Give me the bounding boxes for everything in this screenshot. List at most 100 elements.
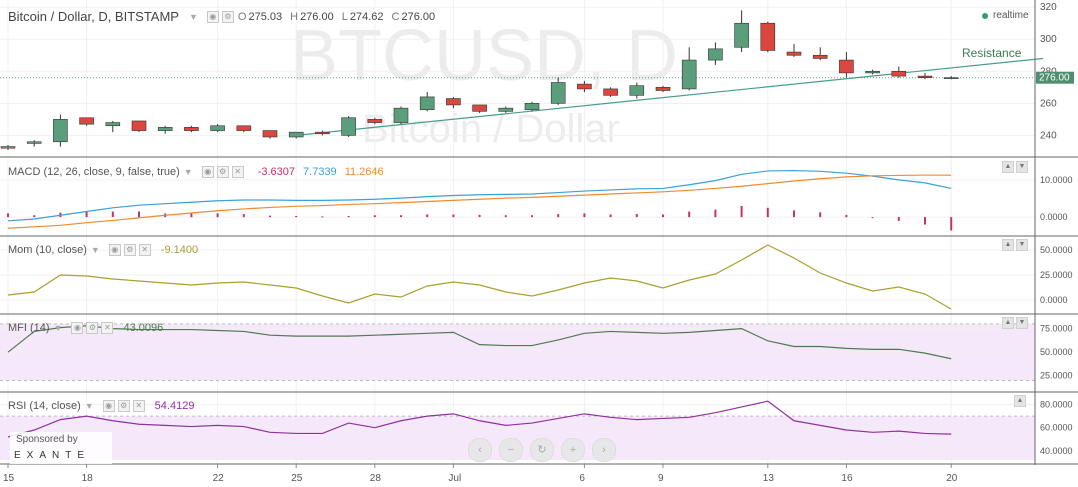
- macd-hist-value: -3.6307: [257, 166, 296, 178]
- macd-histogram-bar: [950, 217, 953, 231]
- settings-icon[interactable]: ⚙: [221, 10, 234, 23]
- reset-button[interactable]: ↻: [530, 438, 554, 462]
- sponsor-badge[interactable]: Sponsored by EXANTE: [10, 432, 112, 464]
- mom-title[interactable]: Mom (10, close): [8, 244, 87, 256]
- macd-histogram-bar: [557, 214, 560, 218]
- macd-histogram-bar: [662, 214, 664, 218]
- candle-body: [157, 127, 173, 131]
- candle-body: [655, 87, 671, 91]
- macd-histogram-bar: [478, 214, 481, 218]
- time-axis-background: [0, 465, 1078, 487]
- macd-histogram-bar: [85, 211, 88, 218]
- scroll-right-button[interactable]: ›: [592, 438, 616, 462]
- settings-icon[interactable]: ⚙: [117, 400, 130, 412]
- arrow-up-icon[interactable]: ▲: [1014, 395, 1026, 407]
- macd-histogram-bar: [400, 215, 402, 218]
- macd-histogram-bar: [373, 215, 376, 218]
- close-icon[interactable]: ✕: [138, 244, 151, 256]
- pane-order-controls: ▲: [1012, 395, 1026, 407]
- macd-histogram-bar: [583, 213, 586, 218]
- rsi-header: RSI (14, close) ▼ ◉ ⚙ ✕ 54.4129: [8, 400, 194, 412]
- eye-icon[interactable]: ◉: [201, 166, 214, 178]
- realtime-indicator: realtime: [982, 10, 1029, 21]
- candle-body: [26, 141, 42, 144]
- macd-histogram-bar: [819, 212, 822, 218]
- arrow-up-icon[interactable]: ▲: [1002, 317, 1014, 329]
- scroll-left-button[interactable]: ‹: [468, 438, 492, 462]
- live-dot-icon: [982, 12, 988, 19]
- candle-body: [524, 103, 540, 111]
- candle-body: [341, 117, 356, 136]
- time-axis-label: 6: [579, 473, 585, 484]
- rsi-title[interactable]: RSI (14, close): [8, 400, 81, 412]
- rsi-axis-label: 60.0000: [1040, 423, 1073, 433]
- time-axis-label: 15: [3, 473, 15, 484]
- arrow-down-icon[interactable]: ▼: [1016, 317, 1028, 329]
- macd-histogram-bar: [714, 209, 717, 218]
- candle-body: [446, 98, 461, 106]
- eye-icon[interactable]: ◉: [108, 244, 121, 256]
- eye-icon[interactable]: ◉: [102, 400, 115, 412]
- arrow-up-icon[interactable]: ▲: [1002, 239, 1014, 251]
- arrow-down-icon[interactable]: ▼: [1016, 161, 1028, 173]
- candle-body: [131, 120, 147, 131]
- settings-icon[interactable]: ⚙: [123, 244, 136, 256]
- candle-body: [917, 75, 933, 78]
- mfi-series-line-0: [7, 325, 952, 360]
- macd-histogram-bar: [190, 213, 193, 218]
- close-icon[interactable]: ✕: [132, 400, 145, 412]
- candle-body: [105, 122, 121, 127]
- candle-body: [891, 70, 907, 77]
- chevron-down-icon[interactable]: ▼: [53, 323, 63, 333]
- settings-icon[interactable]: ⚙: [86, 322, 99, 334]
- macd-line-value: 7.7339: [303, 166, 337, 178]
- chevron-down-icon[interactable]: ▼: [188, 11, 198, 22]
- candle-body: [865, 70, 880, 74]
- zoom-out-button[interactable]: −: [499, 438, 523, 462]
- arrow-up-icon[interactable]: ▲: [1002, 161, 1014, 173]
- macd-histogram-bar: [347, 215, 350, 218]
- candle-body: [0, 146, 16, 149]
- eye-icon[interactable]: ◉: [71, 322, 84, 334]
- chevron-down-icon[interactable]: ▼: [84, 401, 94, 411]
- macd-title[interactable]: MACD (12, 26, close, 9, false, true): [8, 166, 180, 178]
- chevron-down-icon[interactable]: ▼: [183, 167, 193, 177]
- eye-icon[interactable]: ◉: [206, 10, 219, 23]
- macd-histogram-bar: [452, 214, 455, 218]
- mfi-title[interactable]: MFI (14): [8, 322, 50, 334]
- settings-icon[interactable]: ⚙: [216, 166, 229, 178]
- resistance-label: Resistance: [962, 46, 1022, 60]
- pane-order-controls: ▲ ▼: [1000, 161, 1028, 173]
- candle-body: [210, 125, 225, 131]
- watermark-symbol: BTCUSD, D: [290, 16, 678, 96]
- time-axis-label: 28: [370, 473, 382, 484]
- time-axis-label: 25: [291, 473, 303, 484]
- symbol-title[interactable]: Bitcoin / Dollar, D, BITSTAMP: [8, 9, 179, 24]
- close-icon[interactable]: ✕: [101, 322, 114, 334]
- candle-body: [53, 119, 68, 143]
- mfi-axis-label: 25.0000: [1040, 371, 1073, 381]
- resistance-trendline: [296, 57, 1043, 136]
- rsi-series-line-0: [7, 400, 952, 438]
- macd-histogram-bar: [845, 214, 848, 218]
- macd-histogram-bar: [635, 214, 638, 218]
- chart-navigation: ‹ − ↻ + ›: [468, 438, 623, 462]
- mom-header: Mom (10, close) ▼ ◉ ⚙ ✕ -9.1400: [8, 244, 198, 256]
- candle-body: [315, 131, 330, 135]
- close-icon[interactable]: ✕: [231, 166, 244, 178]
- candle-body: [472, 104, 487, 112]
- macd-histogram-bar: [688, 211, 691, 218]
- macd-histogram-bar: [216, 213, 219, 218]
- macd-histogram-bar: [295, 215, 298, 218]
- mom-series-line-0: [7, 244, 952, 310]
- time-axis-label: 16: [841, 473, 853, 484]
- mfi-axis-label: 75.0000: [1040, 324, 1073, 334]
- zoom-in-button[interactable]: +: [561, 438, 585, 462]
- candle-body: [760, 22, 776, 51]
- mom-axis-label: 0.0000: [1040, 295, 1068, 305]
- chevron-down-icon[interactable]: ▼: [90, 245, 100, 255]
- time-axis-label: 13: [763, 473, 775, 484]
- arrow-down-icon[interactable]: ▼: [1016, 239, 1028, 251]
- time-axis-label: Jul: [448, 473, 461, 484]
- ohlc-close: C 276.00: [391, 10, 436, 23]
